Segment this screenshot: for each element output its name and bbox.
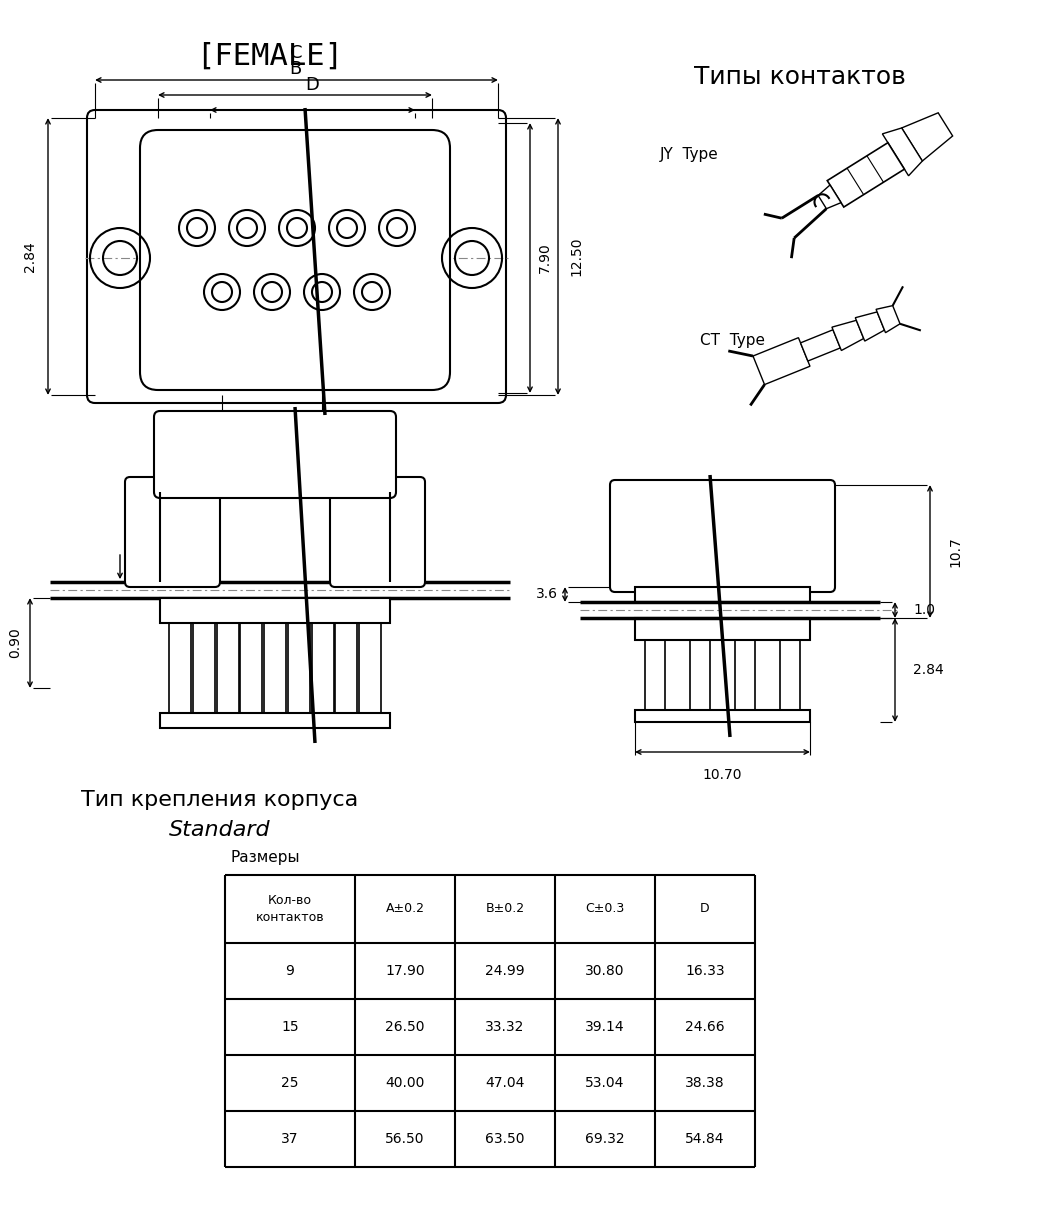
Text: 53.04: 53.04: [586, 1076, 625, 1090]
Text: 25: 25: [282, 1076, 299, 1090]
Polygon shape: [901, 113, 953, 161]
Text: 24.99: 24.99: [485, 964, 525, 978]
Text: Размеры: Размеры: [230, 850, 300, 865]
Text: 10.7: 10.7: [948, 536, 962, 567]
Text: 30.80: 30.80: [586, 964, 625, 978]
Text: 7.90: 7.90: [538, 243, 552, 273]
Text: 1.0: 1.0: [913, 603, 935, 617]
Bar: [635, 618, 810, 640]
Polygon shape: [819, 185, 841, 208]
Text: B: B: [289, 60, 301, 78]
Polygon shape: [882, 128, 922, 176]
Text: 2.84: 2.84: [23, 241, 37, 272]
FancyBboxPatch shape: [330, 477, 425, 588]
FancyBboxPatch shape: [610, 480, 834, 592]
Text: 0.90: 0.90: [8, 628, 22, 658]
Polygon shape: [876, 306, 900, 333]
Text: 24.66: 24.66: [685, 1020, 724, 1034]
Text: Тип крепления корпуса: Тип крепления корпуса: [82, 790, 359, 809]
FancyBboxPatch shape: [87, 110, 506, 403]
Text: 10.70: 10.70: [703, 768, 742, 783]
Text: A±0.2: A±0.2: [385, 902, 425, 915]
Text: 26.50: 26.50: [385, 1020, 425, 1034]
Text: D: D: [306, 76, 320, 94]
Text: D: D: [700, 902, 710, 915]
Polygon shape: [827, 143, 904, 207]
Bar: [160, 713, 390, 728]
FancyBboxPatch shape: [125, 477, 220, 588]
Text: 38.38: 38.38: [685, 1076, 724, 1090]
Text: 56.50: 56.50: [385, 1132, 425, 1146]
FancyBboxPatch shape: [140, 130, 450, 390]
Text: 16.33: 16.33: [685, 964, 724, 978]
Text: 9: 9: [286, 964, 294, 978]
Bar: [160, 599, 390, 623]
Text: 33.32: 33.32: [485, 1020, 524, 1034]
Text: 47.04: 47.04: [485, 1076, 524, 1090]
Text: 37: 37: [282, 1132, 299, 1146]
Text: 17.90: 17.90: [385, 964, 425, 978]
Polygon shape: [832, 321, 864, 351]
FancyBboxPatch shape: [154, 411, 396, 499]
Text: 63.50: 63.50: [485, 1132, 525, 1146]
Text: C±0.3: C±0.3: [586, 902, 625, 915]
Text: Типы контактов: Типы контактов: [694, 65, 905, 89]
Text: 40.00: 40.00: [385, 1076, 425, 1090]
Text: C: C: [290, 44, 303, 62]
Text: Standard: Standard: [169, 820, 271, 840]
Text: Кол-во
контактов: Кол-во контактов: [255, 894, 324, 924]
Polygon shape: [801, 330, 841, 361]
Text: [FEMALE]: [FEMALE]: [197, 41, 343, 71]
Text: 12.50: 12.50: [569, 236, 584, 277]
Text: 2.84: 2.84: [913, 663, 944, 677]
Text: 54.84: 54.84: [685, 1132, 724, 1146]
Text: CT  Type: CT Type: [700, 333, 765, 347]
Text: JY  Type: JY Type: [660, 147, 719, 162]
Text: 2.77: 2.77: [256, 432, 287, 445]
Polygon shape: [753, 338, 810, 384]
Text: 3.6: 3.6: [536, 588, 558, 601]
Text: 69.32: 69.32: [586, 1132, 625, 1146]
Bar: [635, 709, 810, 722]
Text: B±0.2: B±0.2: [485, 902, 524, 915]
Bar: [635, 588, 810, 602]
Polygon shape: [856, 312, 884, 341]
Text: 15: 15: [282, 1020, 299, 1034]
Text: 39.14: 39.14: [586, 1020, 625, 1034]
